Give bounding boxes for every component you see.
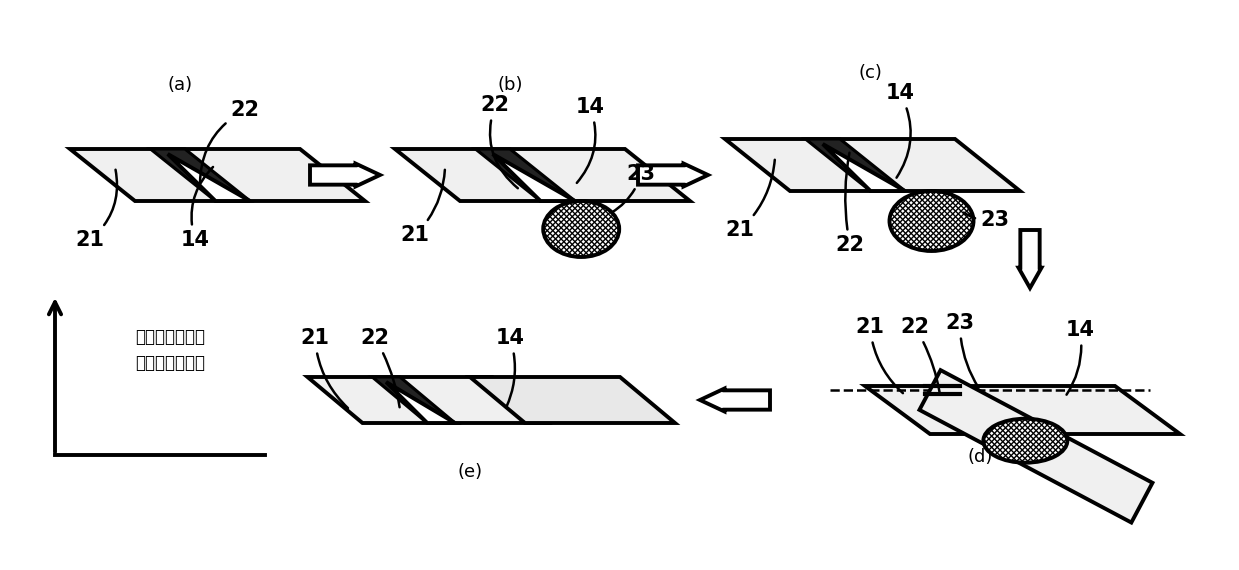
Polygon shape: [395, 149, 690, 201]
Polygon shape: [307, 377, 548, 423]
Text: (e): (e): [457, 463, 482, 481]
Text: 22: 22: [199, 100, 259, 182]
Polygon shape: [69, 149, 366, 201]
Text: (b): (b): [497, 76, 523, 94]
Text: (c): (c): [859, 64, 882, 82]
Text: 21: 21: [400, 170, 445, 245]
Text: 14: 14: [496, 328, 524, 408]
Text: 14: 14: [1066, 320, 1094, 394]
Polygon shape: [310, 164, 380, 186]
Text: (d): (d): [968, 448, 992, 466]
Ellipse shape: [543, 201, 620, 257]
Text: 23: 23: [612, 164, 655, 213]
Text: 23: 23: [945, 313, 979, 388]
Polygon shape: [725, 139, 1020, 191]
Ellipse shape: [984, 419, 1067, 463]
Text: 22: 22: [361, 328, 400, 407]
Polygon shape: [919, 370, 1152, 523]
Text: 22: 22: [481, 95, 518, 188]
Polygon shape: [470, 377, 675, 423]
Polygon shape: [372, 377, 455, 423]
Text: 22: 22: [901, 317, 939, 392]
Text: 循环，多次转移
制备纵向异质结: 循环，多次转移 制备纵向异质结: [135, 328, 204, 372]
Polygon shape: [638, 164, 707, 186]
Text: 14: 14: [181, 167, 213, 250]
Polygon shape: [805, 139, 904, 191]
Text: (a): (a): [167, 76, 192, 94]
Text: 22: 22: [835, 153, 865, 255]
Polygon shape: [167, 154, 250, 201]
Polygon shape: [387, 382, 455, 423]
Text: 21: 21: [76, 170, 116, 250]
Ellipse shape: [890, 191, 974, 251]
Polygon shape: [476, 149, 575, 201]
Text: 23: 23: [964, 210, 1010, 230]
Text: 21: 21: [726, 160, 774, 240]
Polygon shape: [150, 149, 250, 201]
Polygon shape: [1018, 230, 1042, 288]
Text: 14: 14: [886, 83, 914, 178]
Polygon shape: [823, 144, 904, 191]
Text: 14: 14: [575, 97, 605, 183]
Polygon shape: [700, 389, 769, 412]
Text: 21: 21: [855, 317, 903, 393]
Polygon shape: [493, 154, 575, 201]
Polygon shape: [865, 386, 1180, 434]
Text: 21: 21: [301, 328, 348, 408]
